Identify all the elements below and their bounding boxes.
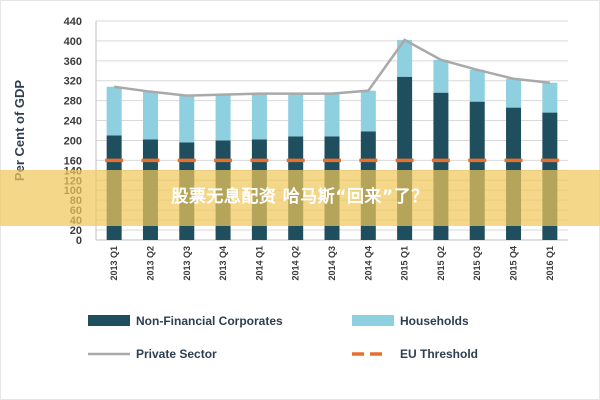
y-tick-label: 0 [76,235,82,247]
y-tick-label: 320 [64,76,82,88]
y-tick-label: 280 [64,96,82,108]
y-tick-label: 240 [64,116,82,128]
bar-households [506,78,522,108]
x-tick-label: 2015 Q1 [400,246,410,281]
legend-label: Households [400,314,469,328]
x-tick-label: 2015 Q4 [509,246,519,281]
y-tick-label: 20 [70,225,82,237]
x-tick-label: 2013 Q3 [182,246,192,281]
bar-households [433,59,449,93]
x-tick-label: 2014 Q4 [363,246,373,281]
x-tick-label: 2013 Q2 [145,246,155,281]
legend-label: Private Sector [136,347,217,361]
bar-households [469,69,485,102]
bar-households [288,93,304,137]
x-tick-label: 2015 Q2 [436,246,446,281]
headline-banner [0,170,600,226]
legend-swatch [88,315,130,326]
x-tick-label: 2014 Q1 [254,246,264,281]
x-tick-label: 2014 Q3 [327,246,337,281]
bar-households [106,86,122,136]
line-private-sector [113,38,550,97]
y-axis-label: Per Cent of GDP [12,80,27,181]
y-tick-label: 160 [64,155,82,167]
x-tick-label: 2013 Q4 [218,246,228,281]
y-tick-label: 360 [64,56,82,68]
x-tick-label: 2013 Q1 [109,246,119,281]
bar-households [324,93,340,137]
y-tick-label: 440 [64,16,82,28]
bar-households [360,90,376,132]
y-tick-label: 200 [64,135,82,147]
x-tick-label: 2014 Q2 [291,246,301,281]
legend-swatch [352,315,394,326]
headline-text[interactable]: 股票无息配资 哈马斯“回来”了？ [171,187,429,207]
x-tick-label: 2015 Q3 [472,246,482,281]
bar-households [179,95,195,143]
bar-households [251,93,267,140]
bar-households [397,39,413,77]
bar-households [542,82,558,113]
bar-households [215,94,231,141]
legend-label: Non-Financial Corporates [136,314,283,328]
bar-households [142,91,158,140]
y-tick-label: 400 [64,36,82,48]
legend-label: EU Threshold [400,347,478,361]
x-tick-label: 2016 Q1 [545,246,555,281]
